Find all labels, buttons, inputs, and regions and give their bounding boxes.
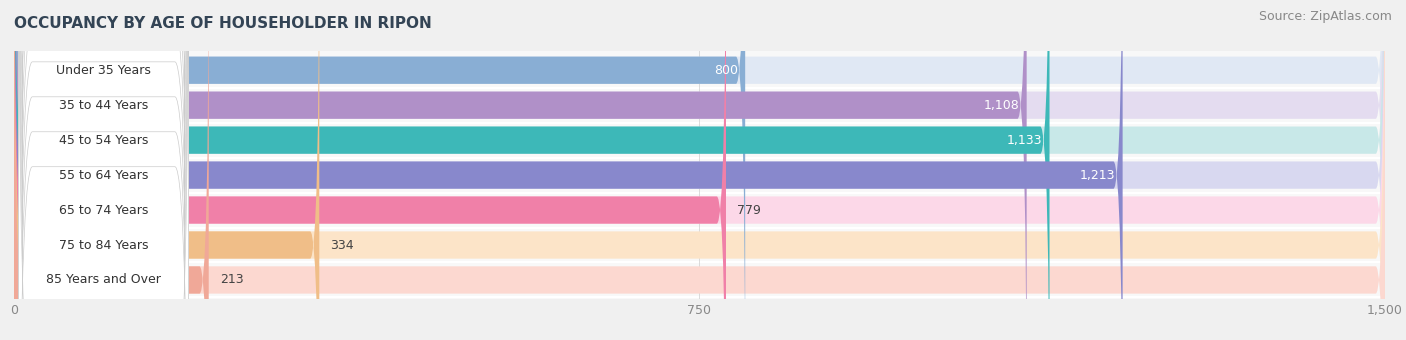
FancyBboxPatch shape — [14, 0, 1385, 340]
Text: 35 to 44 Years: 35 to 44 Years — [59, 99, 148, 112]
FancyBboxPatch shape — [14, 0, 1385, 340]
Text: 55 to 64 Years: 55 to 64 Years — [59, 169, 148, 182]
Text: Source: ZipAtlas.com: Source: ZipAtlas.com — [1258, 10, 1392, 23]
FancyBboxPatch shape — [18, 0, 188, 340]
FancyBboxPatch shape — [14, 0, 745, 340]
Text: 213: 213 — [219, 273, 243, 287]
Text: 1,213: 1,213 — [1080, 169, 1115, 182]
FancyBboxPatch shape — [14, 0, 1385, 340]
FancyBboxPatch shape — [18, 0, 188, 340]
Text: 800: 800 — [714, 64, 738, 77]
Text: Under 35 Years: Under 35 Years — [56, 64, 150, 77]
Text: 45 to 54 Years: 45 to 54 Years — [59, 134, 148, 147]
FancyBboxPatch shape — [14, 0, 1122, 340]
Text: 334: 334 — [330, 239, 354, 252]
Text: 1,108: 1,108 — [984, 99, 1019, 112]
FancyBboxPatch shape — [14, 0, 319, 340]
FancyBboxPatch shape — [14, 0, 1385, 340]
FancyBboxPatch shape — [18, 0, 188, 340]
FancyBboxPatch shape — [18, 0, 188, 340]
FancyBboxPatch shape — [14, 0, 1385, 340]
FancyBboxPatch shape — [14, 0, 725, 340]
Text: OCCUPANCY BY AGE OF HOUSEHOLDER IN RIPON: OCCUPANCY BY AGE OF HOUSEHOLDER IN RIPON — [14, 16, 432, 31]
Text: 85 Years and Over: 85 Years and Over — [46, 273, 162, 287]
FancyBboxPatch shape — [18, 0, 188, 340]
FancyBboxPatch shape — [14, 0, 1049, 340]
FancyBboxPatch shape — [18, 0, 188, 340]
FancyBboxPatch shape — [18, 0, 188, 340]
FancyBboxPatch shape — [14, 0, 1026, 340]
FancyBboxPatch shape — [14, 0, 1385, 340]
Text: 779: 779 — [737, 204, 761, 217]
Text: 1,133: 1,133 — [1007, 134, 1042, 147]
FancyBboxPatch shape — [14, 0, 208, 340]
Text: 65 to 74 Years: 65 to 74 Years — [59, 204, 148, 217]
FancyBboxPatch shape — [14, 0, 1385, 340]
Text: 75 to 84 Years: 75 to 84 Years — [59, 239, 149, 252]
